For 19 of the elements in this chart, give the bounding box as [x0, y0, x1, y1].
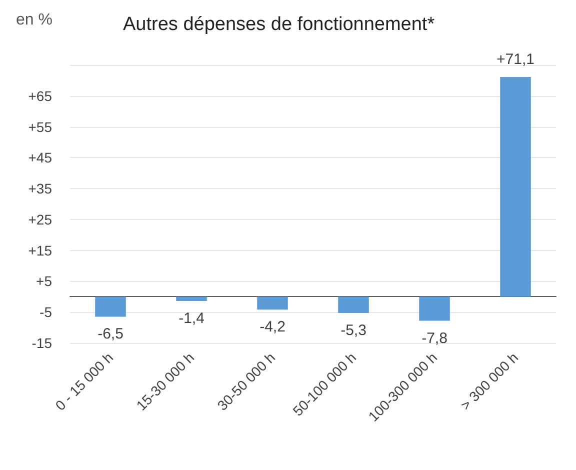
data-label: -7,8 [422, 330, 448, 347]
data-label: -4,2 [260, 318, 286, 336]
y-tick-label: +65 [28, 88, 52, 104]
y-tick-label: -5 [40, 304, 52, 320]
data-label: -6,5 [98, 326, 124, 343]
y-tick-label: +15 [28, 242, 52, 258]
data-label: -5,3 [340, 322, 366, 340]
y-tick-label: +55 [28, 118, 52, 135]
y-tick-label: +45 [28, 150, 52, 166]
data-label: -1,4 [178, 310, 204, 327]
x-tick-label: > 300 000 h [457, 349, 522, 414]
y-axis-title: en % [16, 12, 52, 28]
chart-title: Autres dépenses de fonctionnement* [123, 14, 436, 35]
y-tick-label: +35 [28, 180, 52, 197]
y-tick-label: +25 [28, 211, 52, 228]
y-tick-label: +5 [36, 273, 52, 290]
y-tick-label: -15 [32, 335, 52, 351]
data-label: +71,1 [496, 51, 534, 68]
x-tick-label: 0 - 15 000 h [52, 349, 116, 414]
